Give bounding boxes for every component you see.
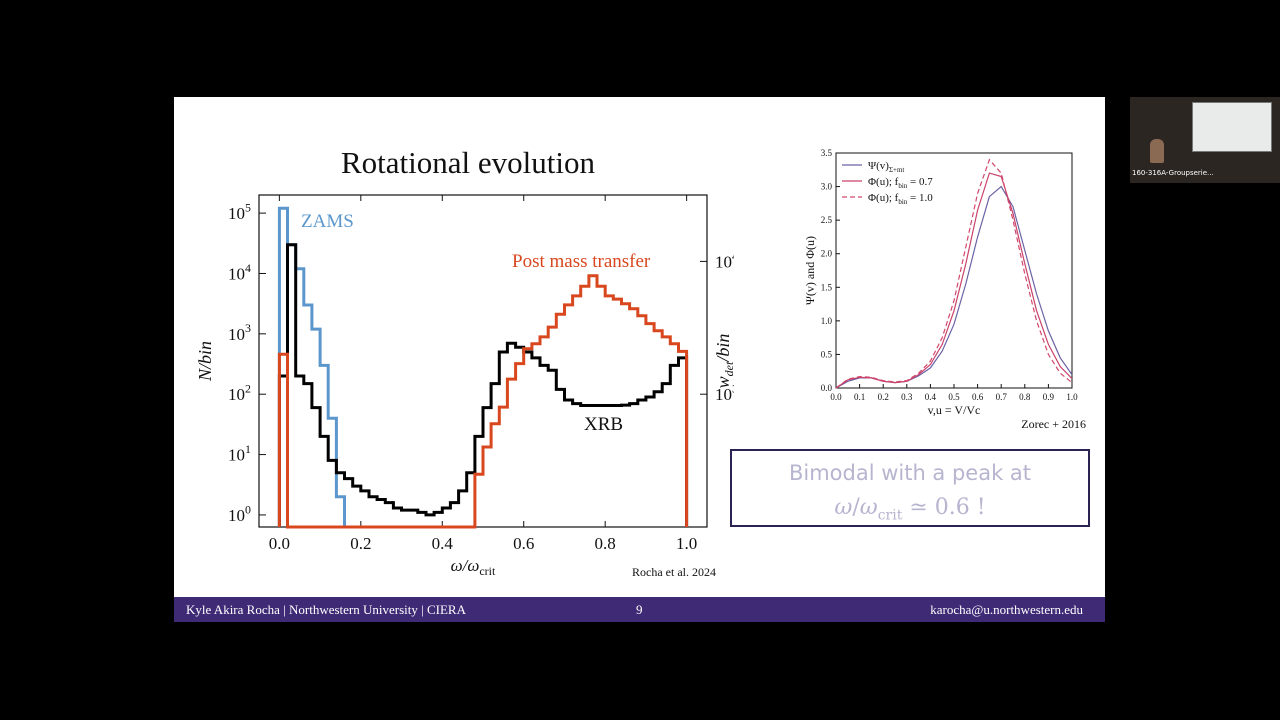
y-tick-label: 101 — [228, 442, 251, 465]
legend-label: Ψ(v)Σ+mt — [868, 160, 904, 174]
x-axis-label: v,u = V/Vc — [928, 403, 981, 417]
x-tick-label: 0.6 — [513, 534, 534, 553]
y-axis-label: Ψ(v) and Φ(u) — [803, 236, 817, 305]
series-line-3 — [835, 158, 1073, 389]
x-tick-label: 0.4 — [432, 534, 454, 553]
x-tick-label: 1.0 — [1066, 392, 1078, 402]
x-tick-label: 0.2 — [878, 392, 889, 402]
x-tick-label: 0.5 — [948, 392, 960, 402]
y-tick-label: 3.0 — [821, 182, 833, 192]
footer-org: CIERA — [426, 602, 466, 617]
x-tick-label: 0.2 — [350, 534, 371, 553]
y2-tick-label: 104 — [715, 249, 734, 272]
x-tick-label: 0.8 — [1019, 392, 1031, 402]
y-tick-label: 0.5 — [821, 349, 833, 359]
x-tick-label: 0.8 — [595, 534, 616, 553]
y-tick-label: 1.0 — [821, 316, 833, 326]
chart-credit: Zorec + 2016 — [1021, 417, 1086, 431]
x-tick-label: 0.4 — [925, 392, 937, 402]
y-tick-label: 102 — [228, 382, 251, 405]
y-tick-label: 100 — [228, 502, 251, 525]
footer-separator: | — [283, 602, 289, 617]
x-tick-label: 0.7 — [996, 392, 1008, 402]
legend-label: Φ(u); fbin = 0.7 — [868, 176, 933, 190]
chart-credit: Rocha et al. 2024 — [632, 565, 716, 579]
page-number: 9 — [636, 602, 643, 617]
label-xrb: XRB — [584, 414, 623, 435]
label-post-mass-transfer: Post mass transfer — [512, 251, 651, 272]
y-tick-label: 105 — [228, 200, 251, 223]
y2-axis-label: wdet/bin — [713, 334, 734, 389]
y2-tick-label: 103 — [715, 382, 734, 405]
footer-credits: Kyle Akira Rocha | Northwestern Universi… — [186, 602, 466, 618]
footer-email: karocha@u.northwestern.edu — [930, 602, 1083, 617]
x-tick-label: 0.1 — [854, 392, 865, 402]
x-tick-label: 0.3 — [901, 392, 913, 402]
speaker-camera-thumbnail[interactable]: 160-316A-Groupserie... — [1130, 97, 1280, 183]
camera-label: 160-316A-Groupserie... — [1132, 169, 1214, 177]
label-zams: ZAMS — [301, 211, 354, 232]
series-post-mass-transfer — [277, 274, 689, 529]
plot-frame — [258, 194, 708, 528]
x-tick-label: 0.0 — [269, 534, 290, 553]
footer-separator: | — [421, 602, 427, 617]
callout-line2-text: ≃ 0.6 ! — [909, 495, 986, 520]
x-tick-label: 0.6 — [972, 392, 984, 402]
y-tick-label: 2.5 — [821, 215, 833, 225]
x-axis-label: ω/ωcrit — [451, 556, 496, 578]
series-line-2 — [835, 172, 1073, 389]
x-tick-label: 0.9 — [1043, 392, 1055, 402]
y-tick-label: 2.0 — [821, 249, 833, 259]
footer-affiliation: Northwestern University — [288, 602, 418, 617]
footer-bar: Kyle Akira Rocha | Northwestern Universi… — [174, 597, 1105, 622]
callout-line2: ω/ωcrit ≃ 0.6 ! — [834, 495, 986, 524]
series-xrb — [277, 243, 689, 527]
series-zams — [277, 206, 346, 527]
plot-frame — [835, 152, 1073, 389]
legend-label: Φ(u); fbin = 1.0 — [868, 192, 933, 206]
y-tick-label: 0.0 — [821, 383, 833, 393]
y-axis-label: N/bin — [195, 341, 215, 382]
velocity-distribution-chart: 0.0 0.1 0.2 0.3 0.4 0.5 0.6 0.7 0.8 0.9 1.0 0.0 0.5 1… — [803, 148, 1086, 431]
y-tick-label: 104 — [228, 261, 251, 284]
y-tick-label: 1.5 — [821, 282, 833, 292]
footer-author: Kyle Akira Rocha — [186, 602, 280, 617]
camera-projector-screen — [1192, 102, 1272, 152]
camera-speaker-figure — [1150, 139, 1164, 163]
x-tick-label: 0.0 — [830, 392, 842, 402]
x-tick-label: 1.0 — [676, 534, 697, 553]
y-tick-label: 103 — [228, 321, 251, 344]
callout-box: Bimodal with a peak at ω/ωcrit ≃ 0.6 ! — [730, 449, 1090, 527]
slide: Rotational evolution 0.0 0.2 0.4 0.6 0.8 1.0 1… — [174, 97, 1105, 622]
series-line-1 — [835, 185, 1073, 389]
y-tick-label: 3.5 — [821, 148, 833, 158]
rotational-histogram-chart: 0.0 0.2 0.4 0.6 0.8 1.0 100 101 102 103 104 105 103 1… — [195, 194, 734, 579]
slide-title: Rotational evolution — [341, 145, 595, 180]
callout-line1: Bimodal with a peak at — [788, 461, 1032, 485]
